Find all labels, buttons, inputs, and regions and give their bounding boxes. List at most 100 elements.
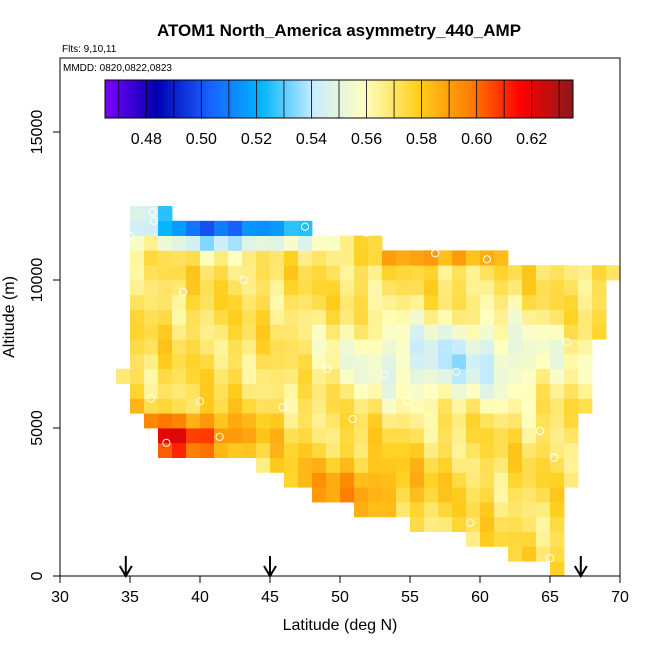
colorbar-swatch [409,80,413,118]
heatmap-cell [466,428,481,444]
heatmap-cell [452,383,467,399]
heatmap-cell [424,309,439,325]
heatmap-cell [340,457,355,473]
flight-sample-marker [148,207,157,217]
heatmap-cell [410,487,425,503]
heatmap-cell [466,531,481,547]
x-tick-label: 50 [331,589,349,606]
heatmap-cell [298,472,313,488]
heatmap-cell [522,457,537,473]
flight-sample-marker [362,228,371,237]
heatmap-cell [452,280,467,296]
heatmap-cell [270,220,285,236]
heatmap-cell [130,265,145,281]
heatmap-cell [438,457,453,473]
heatmap-cell [536,487,551,503]
heatmap-cell [186,442,201,458]
colorbar-swatch [417,80,420,118]
colorbar-swatch [284,80,288,118]
colorbar-swatch [289,80,293,118]
heatmap-cell [424,354,439,370]
heatmap-cell [312,294,327,310]
heatmap-cell [410,339,425,355]
heatmap-cell [480,413,495,429]
heatmap-cell [382,309,397,325]
colorbar-swatch [352,80,355,118]
colorbar-swatch [414,80,418,118]
heatmap-cells [116,206,621,577]
heatmap-cell [256,265,271,281]
flight-sample-marker [142,195,151,205]
heatmap-cell [312,354,327,370]
heatmap-cell [494,487,509,503]
heatmap-cell [368,309,383,325]
heatmap-cell [396,280,411,296]
heatmap-cell [186,280,201,296]
heatmap-cell [242,368,257,384]
heatmap-cell [480,309,495,325]
colorbar-swatch [339,80,342,118]
heatmap-cell [200,428,215,444]
heatmap-cell [256,294,271,310]
heatmap-cell [382,265,397,281]
heatmap-cell [494,354,509,370]
heatmap-cell [410,250,425,266]
heatmap-cell [382,280,397,296]
heatmap-cell [130,354,145,370]
x-tick-label: 65 [541,589,559,606]
heatmap-cell [424,280,439,296]
heatmap-cell [368,383,383,399]
heatmap-cell [312,324,327,340]
heatmap-cell [522,516,537,532]
heatmap-cell [144,398,159,414]
heatmap-cell [340,442,355,458]
heatmap-cell [256,383,271,399]
colorbar-swatch [549,80,553,118]
heatmap-cell [144,368,159,384]
heatmap-cell [200,280,215,296]
heatmap-cell [522,339,537,355]
heatmap-cell [186,250,201,266]
colorbar-swatch [380,80,384,118]
heatmap-cell [424,457,439,473]
heatmap-cell [494,339,509,355]
colorbar-swatch [232,80,236,118]
heatmap-cell [452,457,467,473]
colorbar-swatch [448,80,452,118]
heatmap-cell [340,383,355,399]
colorbar-swatch [398,80,402,118]
flight-sample-marker [536,426,545,436]
heatmap-cell [452,398,467,414]
heatmap-cell [382,398,397,414]
colorbar-swatch [219,80,223,118]
flight-sample-marker [403,397,412,406]
heatmap-cell [550,546,565,562]
colorbar-swatch [157,80,160,118]
heatmap-cell [522,383,537,399]
colorbar-swatch [336,80,340,118]
heatmap-cell [494,516,509,532]
heatmap-cell [214,220,229,236]
heatmap-cell [326,368,341,384]
heatmap-cell [228,265,243,281]
heatmap-cell [466,324,481,340]
heatmap-cell [326,383,341,399]
heatmap-cell [130,339,145,355]
heatmap-cell [424,413,439,429]
heatmap-cell [312,428,327,444]
heatmap-cell [284,398,299,414]
heatmap-cell [242,354,257,370]
heatmap-cell [172,250,187,266]
heatmap-cell [550,339,565,355]
lat-arrow-marker [118,556,133,578]
heatmap-cell [480,368,495,384]
heatmap-cell [396,250,411,266]
colorbar-swatch [383,80,387,118]
heatmap-cell [536,413,551,429]
colorbar-swatch [552,80,556,118]
colorbar-swatch [229,80,233,118]
colorbar-swatch [190,80,194,118]
heatmap-cell [270,383,285,399]
heatmap-cell [256,280,271,296]
heatmap-cell [536,398,551,414]
